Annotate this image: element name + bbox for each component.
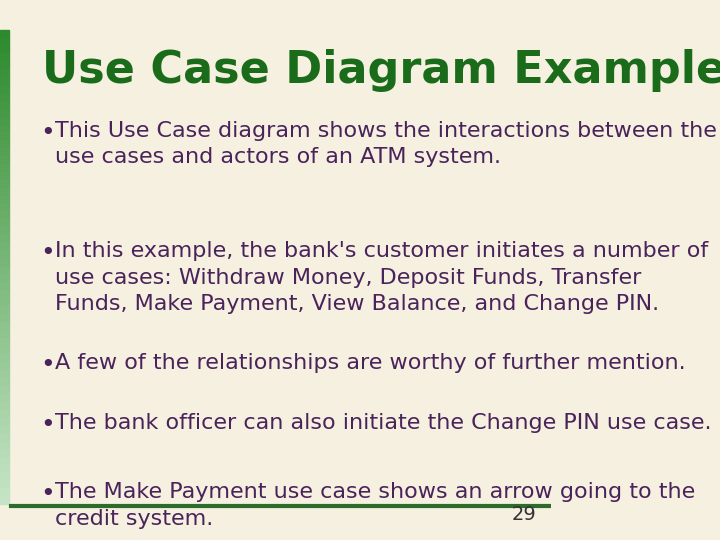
- Bar: [0, 259, 9, 267]
- Bar: [0, 401, 9, 409]
- Bar: [0, 38, 9, 45]
- Bar: [0, 417, 9, 425]
- Bar: [0, 204, 9, 212]
- Bar: [0, 125, 9, 132]
- Bar: [0, 45, 9, 53]
- Bar: [0, 69, 9, 77]
- Bar: [0, 53, 9, 61]
- Bar: [0, 322, 9, 330]
- Bar: [0, 306, 9, 314]
- Bar: [0, 386, 9, 393]
- Bar: [0, 156, 9, 164]
- Bar: [0, 117, 9, 125]
- Bar: [0, 480, 9, 488]
- Bar: [0, 441, 9, 449]
- Text: •: •: [40, 120, 55, 145]
- Bar: [0, 330, 9, 338]
- Bar: [0, 164, 9, 172]
- Text: This Use Case diagram shows the interactions between the
use cases and actors of: This Use Case diagram shows the interact…: [55, 120, 717, 167]
- Text: •: •: [40, 482, 55, 507]
- Bar: [0, 212, 9, 219]
- Bar: [0, 488, 9, 496]
- Bar: [0, 195, 9, 204]
- Bar: [0, 180, 9, 188]
- Bar: [0, 409, 9, 417]
- Bar: [0, 85, 9, 93]
- Bar: [0, 496, 9, 504]
- Text: The Make Payment use case shows an arrow going to the
credit system.: The Make Payment use case shows an arrow…: [55, 482, 696, 529]
- Bar: [0, 93, 9, 101]
- Bar: [0, 188, 9, 195]
- Bar: [0, 456, 9, 464]
- Bar: [0, 235, 9, 243]
- Bar: [0, 251, 9, 259]
- Bar: [0, 267, 9, 275]
- Bar: [0, 354, 9, 362]
- Text: •: •: [40, 353, 55, 377]
- Bar: [0, 30, 9, 38]
- Text: In this example, the bank's customer initiates a number of
use cases: Withdraw M: In this example, the bank's customer ini…: [55, 241, 708, 314]
- Text: 29: 29: [511, 505, 536, 524]
- Bar: [0, 314, 9, 322]
- Bar: [0, 369, 9, 377]
- Bar: [0, 219, 9, 227]
- Bar: [0, 377, 9, 386]
- Bar: [0, 172, 9, 180]
- Bar: [0, 299, 9, 306]
- Bar: [0, 346, 9, 354]
- Text: •: •: [40, 241, 55, 265]
- Bar: [0, 275, 9, 282]
- Text: The bank officer can also initiate the Change PIN use case.: The bank officer can also initiate the C…: [55, 413, 711, 433]
- Bar: [0, 425, 9, 433]
- Bar: [0, 362, 9, 369]
- Bar: [0, 338, 9, 346]
- Bar: [0, 132, 9, 140]
- Bar: [0, 243, 9, 251]
- Bar: [0, 140, 9, 148]
- Bar: [0, 393, 9, 401]
- Bar: [0, 101, 9, 109]
- Bar: [0, 433, 9, 441]
- Bar: [0, 227, 9, 235]
- Bar: [0, 77, 9, 85]
- Bar: [0, 472, 9, 480]
- Bar: [0, 464, 9, 472]
- Bar: [0, 61, 9, 69]
- Bar: [0, 109, 9, 117]
- Bar: [0, 449, 9, 456]
- Text: Use Case Diagram Example: Use Case Diagram Example: [42, 50, 720, 92]
- Text: •: •: [40, 413, 55, 437]
- Text: A few of the relationships are worthy of further mention.: A few of the relationships are worthy of…: [55, 353, 685, 373]
- Bar: [0, 291, 9, 299]
- Bar: [0, 282, 9, 291]
- Bar: [0, 148, 9, 156]
